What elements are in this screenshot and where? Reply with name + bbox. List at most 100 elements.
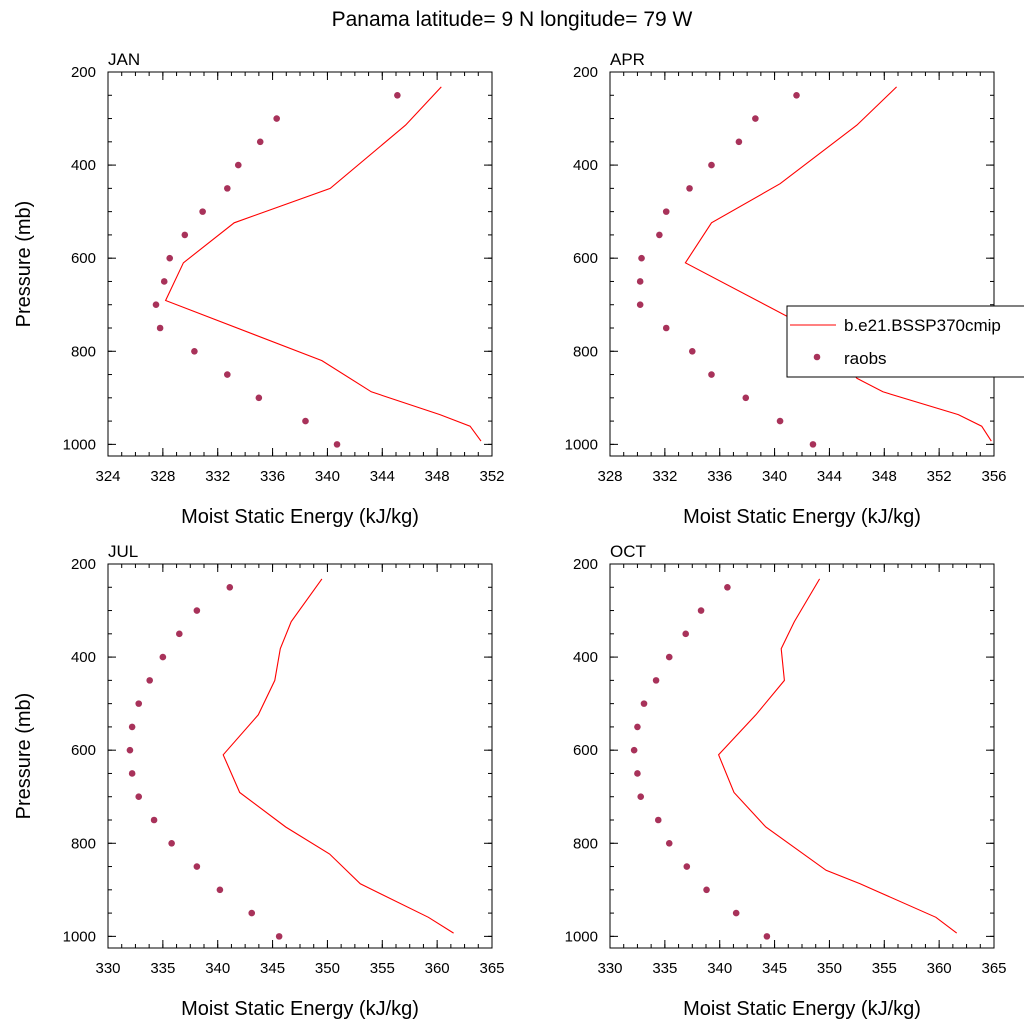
x-axis-title: Moist Static Energy (kJ/kg)	[181, 998, 419, 1020]
raobs-point	[226, 583, 234, 591]
raobs-point	[135, 700, 143, 707]
y-tick-label: 800	[573, 835, 598, 852]
x-tick-label: 332	[205, 468, 230, 485]
raobs-point	[708, 371, 715, 378]
raobs-point	[752, 115, 759, 122]
x-tick-label: 345	[762, 960, 787, 977]
y-tick-label: 800	[71, 835, 96, 852]
raobs-point	[193, 607, 201, 614]
raobs-point	[708, 161, 715, 169]
x-tick-label: 360	[425, 960, 450, 977]
raobs-point	[224, 185, 231, 192]
raobs-point	[776, 417, 784, 425]
legend: b.e21.BSSP370cmip raobs	[786, 305, 1024, 378]
model-profile-line	[717, 578, 958, 934]
y-tick-label: 200	[71, 556, 96, 573]
raobs-point	[688, 347, 696, 355]
raobs-point	[224, 371, 231, 378]
x-tick-label: 344	[817, 468, 842, 485]
x-tick-label: 350	[817, 960, 842, 977]
x-tick-label: 336	[260, 468, 285, 485]
raobs-point	[724, 583, 731, 591]
y-tick-label: 800	[573, 343, 598, 360]
x-tick-label: 355	[370, 960, 395, 977]
raobs-point	[662, 324, 670, 332]
x-tick-label: 348	[425, 468, 450, 485]
legend-box	[786, 305, 1024, 378]
raobs-point	[735, 138, 743, 146]
raobs-point	[662, 208, 670, 215]
raobs-point	[302, 417, 309, 425]
x-tick-label: 335	[150, 960, 175, 977]
raobs-point	[256, 138, 264, 146]
x-tick-label: 352	[479, 468, 504, 485]
raobs-point	[128, 770, 136, 777]
raobs-point	[686, 185, 693, 192]
panel-apr: APR 328 332 336 340 344 348 352 356 200 400 600 800 1…	[565, 50, 1007, 528]
raobs-point	[640, 700, 648, 707]
y-tick-label: 1000	[565, 436, 598, 453]
model-profile-line	[164, 86, 482, 442]
raobs-point	[793, 91, 800, 99]
raobs-point	[159, 653, 167, 661]
x-tick-label: 365	[981, 960, 1006, 977]
raobs-point	[703, 886, 710, 894]
x-axis-title: Moist Static Energy (kJ/kg)	[683, 506, 921, 528]
panel-label: OCT	[610, 542, 646, 561]
x-tick-label: 348	[872, 468, 897, 485]
x-tick-label: 345	[260, 960, 285, 977]
plot-frame	[609, 71, 995, 457]
raobs-point	[275, 933, 283, 940]
raobs-point	[193, 863, 201, 870]
legend-dot-swatch	[813, 353, 821, 361]
raobs-point	[191, 347, 198, 355]
raobs-point	[156, 324, 164, 332]
x-tick-label: 328	[150, 468, 175, 485]
raobs-point	[199, 208, 206, 215]
y-tick-label: 400	[71, 157, 96, 174]
y-tick-label: 200	[573, 64, 598, 81]
raobs-point	[135, 793, 143, 801]
raobs-point	[255, 394, 263, 402]
raobs-point	[742, 394, 750, 402]
y-tick-label: 200	[573, 556, 598, 573]
raobs-point	[333, 441, 341, 448]
raobs-point	[732, 909, 740, 917]
plot-frame	[107, 71, 493, 457]
model-profile-line	[684, 86, 992, 442]
legend-entry-raobs: raobs	[844, 349, 887, 368]
y-axis-title: Pressure (mb)	[13, 693, 35, 820]
x-tick-label: 336	[707, 468, 732, 485]
raobs-point	[665, 839, 673, 847]
y-tick-label: 800	[71, 343, 96, 360]
panels: JAN 324 328 332 336 340 344 348 352 200 400 600 800 1…	[13, 50, 1007, 1020]
raobs-point	[683, 863, 691, 870]
raobs-point	[273, 115, 280, 122]
raobs-point	[166, 254, 174, 262]
x-tick-label: 340	[205, 960, 230, 977]
raobs-point	[634, 723, 641, 731]
x-tick-label: 332	[652, 468, 677, 485]
raobs-point	[216, 886, 224, 894]
x-tick-label: 360	[927, 960, 952, 977]
plot-frame	[609, 563, 995, 949]
raobs-point	[128, 723, 136, 731]
x-tick-label: 324	[95, 468, 120, 485]
raobs-point	[394, 91, 401, 99]
y-tick-label: 600	[573, 250, 598, 267]
raobs-point	[248, 909, 256, 917]
panel-jan: JAN 324 328 332 336 340 344 348 352 200 400 600 800 1…	[13, 50, 505, 528]
y-tick-label: 600	[573, 742, 598, 759]
model-profile-line	[222, 578, 454, 934]
panel-label: JAN	[108, 50, 140, 69]
panel-label: APR	[610, 50, 645, 69]
raobs-point	[637, 793, 645, 801]
x-tick-label: 355	[872, 960, 897, 977]
raobs-point	[763, 933, 771, 940]
raobs-point	[152, 301, 160, 309]
x-tick-label: 350	[315, 960, 340, 977]
raobs-point	[176, 630, 183, 638]
raobs-point	[697, 607, 705, 614]
raobs-point	[682, 630, 690, 638]
